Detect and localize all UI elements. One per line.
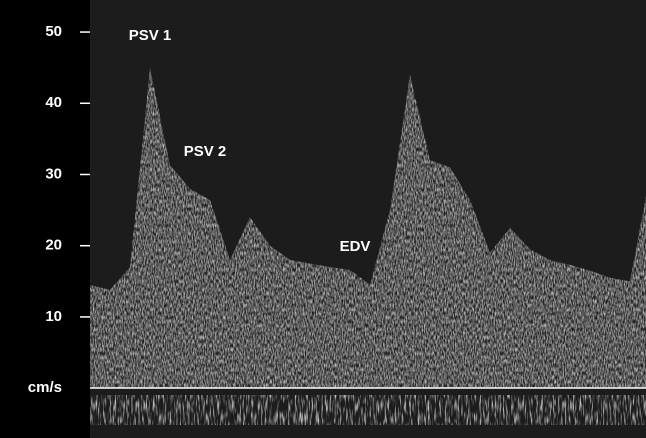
annotation: PSV 2: [184, 143, 227, 160]
unit-label: cm/s: [28, 379, 62, 396]
plot: [90, 67, 646, 389]
y-tick-label: 50: [45, 23, 62, 40]
y-tick-label: 40: [45, 94, 62, 111]
flow-envelope: [90, 67, 646, 389]
y-tick-label: 30: [45, 165, 62, 182]
reverse-flow-noise: [90, 395, 646, 425]
annotation: EDV: [340, 238, 371, 255]
y-tick-label: 10: [45, 308, 62, 325]
annotation: PSV 1: [129, 27, 172, 44]
y-tick-label: 20: [45, 237, 62, 254]
